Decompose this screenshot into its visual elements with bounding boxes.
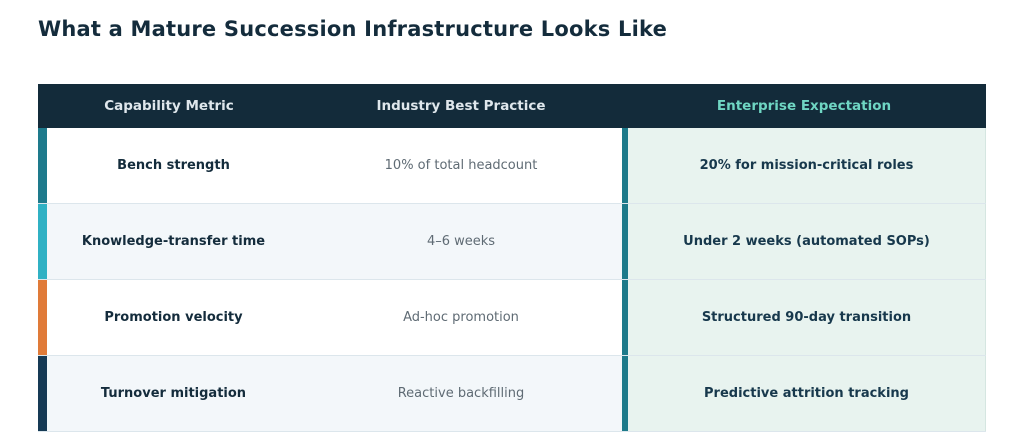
table-row: Knowledge-transfer time 4–6 weeks Under 2 … bbox=[38, 204, 986, 280]
table-cell: Bench strength bbox=[117, 158, 230, 173]
table-cell: 20% for mission-critical roles bbox=[622, 128, 986, 203]
table-cell: 4–6 weeks bbox=[426, 234, 496, 249]
table-cell: Turnover mitigation bbox=[100, 386, 247, 401]
table-cell: Predictive attrition tracking bbox=[622, 356, 986, 431]
column-header: Enterprise Expectation bbox=[716, 98, 892, 114]
table-cell: Knowledge-transfer time bbox=[81, 234, 266, 249]
table-row: Turnover mitigation Reactive backfilling P… bbox=[38, 356, 986, 432]
table-cell: Under 2 weeks (automated SOPs) bbox=[622, 204, 986, 279]
row-accent bbox=[38, 356, 47, 431]
page-title: What a Mature Succession Infrastructure … bbox=[38, 17, 668, 41]
table-row: Promotion velocity Ad-hoc promotion Struct… bbox=[38, 280, 986, 356]
header-row: Capability Metric Industry Best Practice… bbox=[38, 84, 986, 128]
table-cell: Ad-hoc promotion bbox=[403, 310, 519, 325]
table-cell: 10% of total headcount bbox=[384, 158, 538, 173]
table: Capability Metric Industry Best Practice… bbox=[38, 84, 986, 432]
table-cell: Promotion velocity bbox=[104, 310, 243, 325]
row-accent bbox=[38, 204, 47, 279]
column-header: Industry Best Practice bbox=[376, 98, 546, 114]
table-cell: Structured 90-day transition bbox=[622, 280, 986, 355]
table-row: Bench strength 10% of total headcount 20% … bbox=[38, 128, 986, 204]
table-cell: Reactive backfilling bbox=[397, 386, 525, 401]
column-header: Capability Metric bbox=[104, 98, 234, 114]
row-accent bbox=[38, 280, 47, 355]
row-accent bbox=[38, 128, 47, 203]
